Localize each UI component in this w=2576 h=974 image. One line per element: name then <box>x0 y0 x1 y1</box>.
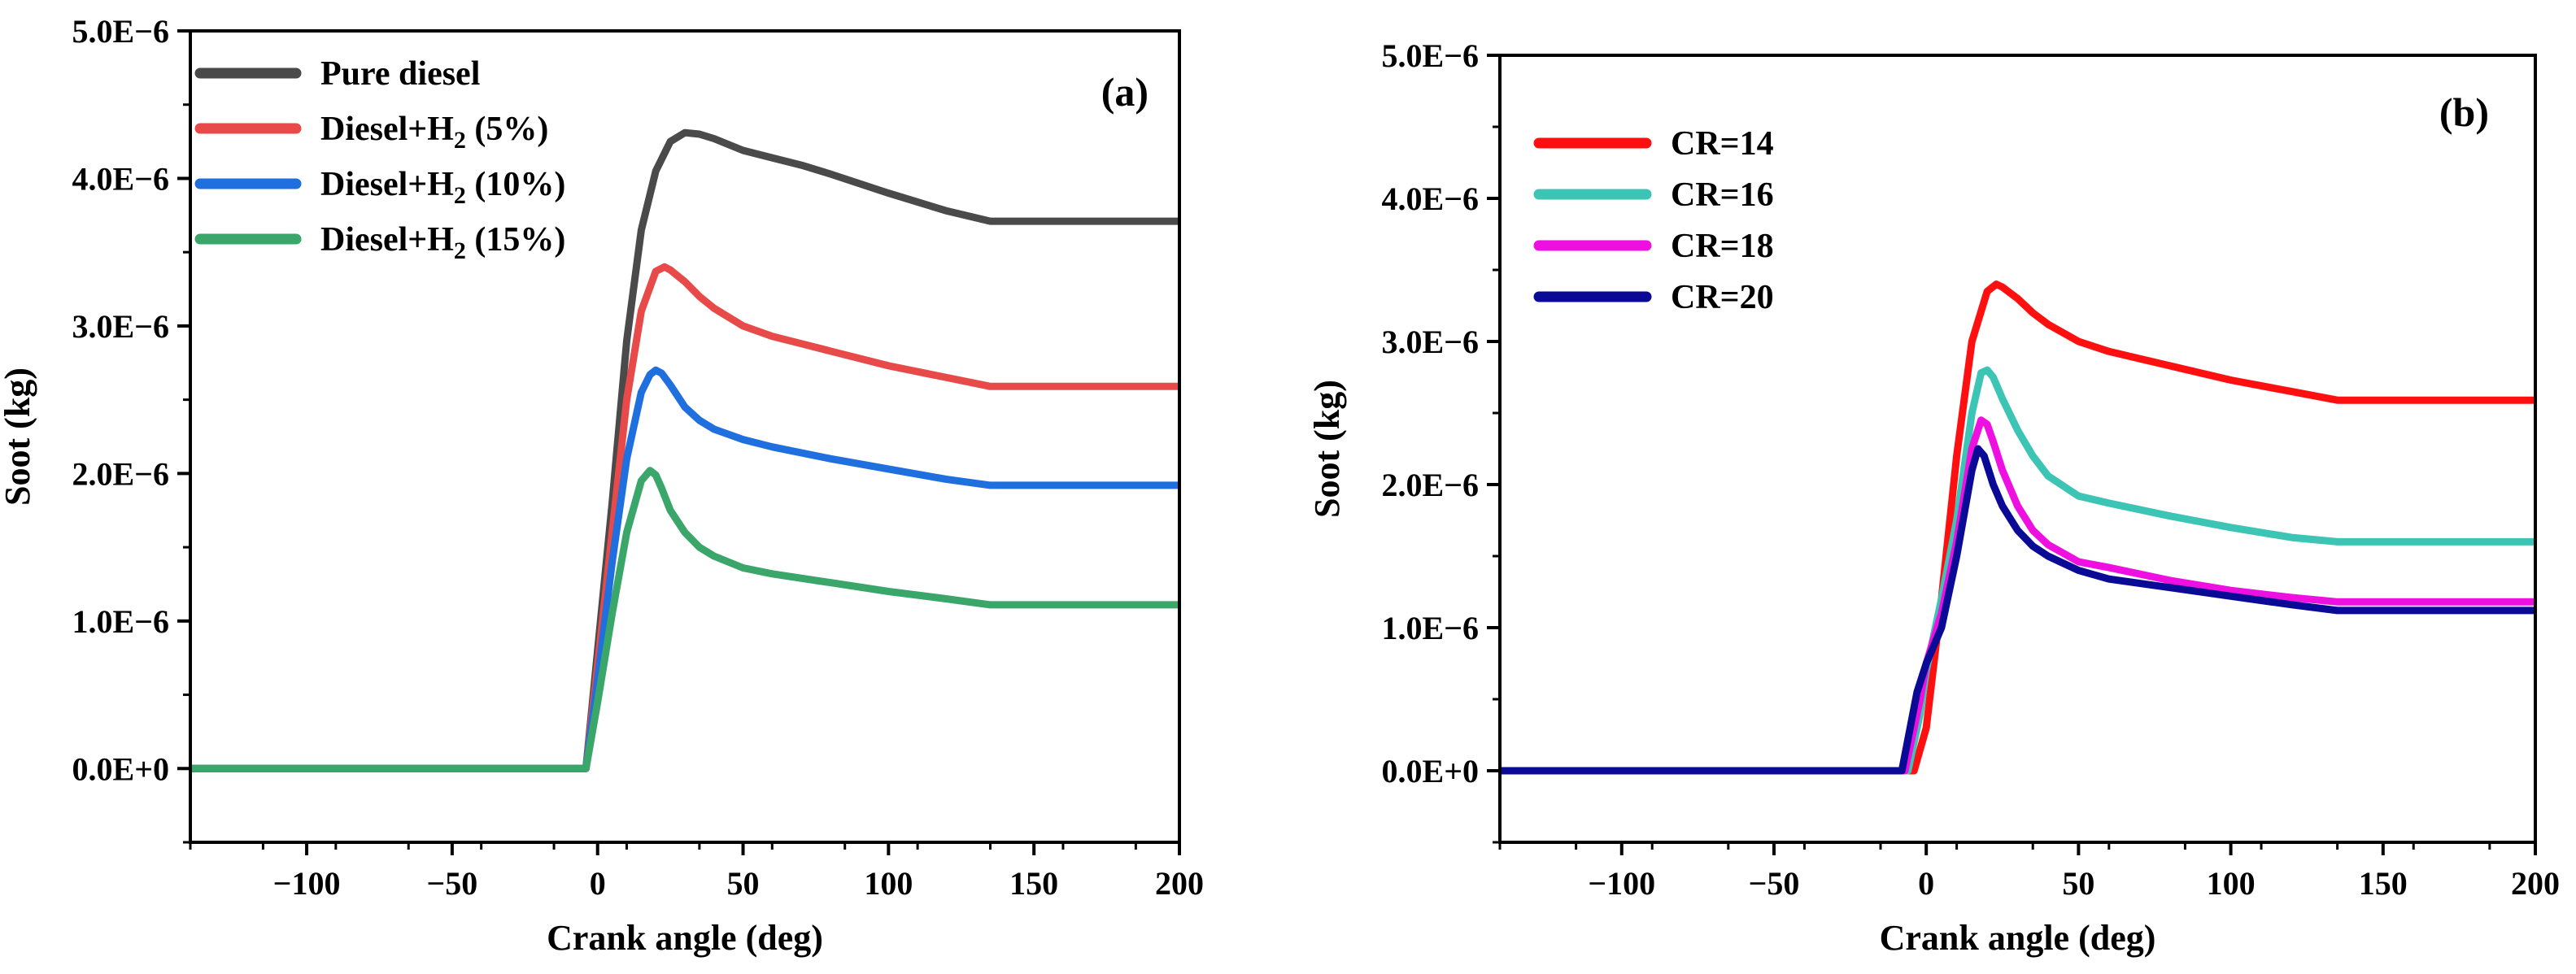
x-tick-label: −50 <box>426 865 477 902</box>
series-line-3 <box>1500 445 2535 775</box>
y-axis-title: Soot (kg) <box>0 367 37 506</box>
x-tick-label: 150 <box>2359 865 2408 902</box>
y-tick-label: 5.0E−6 <box>1382 37 1479 74</box>
legend-label: CR=18 <box>1671 228 1774 265</box>
series-line-2 <box>190 366 1179 772</box>
y-tick-label: 5.0E−6 <box>72 13 169 50</box>
series-group <box>1500 280 2535 775</box>
x-tick-label: 100 <box>864 865 913 902</box>
legend-label: Diesel+H2 (10%) <box>320 166 565 209</box>
x-tick-label: 0 <box>1918 865 1934 902</box>
x-tick-label: 0 <box>590 865 606 902</box>
y-tick-label: 4.0E−6 <box>1382 180 1479 217</box>
x-axis-title: Crank angle (deg) <box>547 918 823 958</box>
y-tick-label: 2.0E−6 <box>72 455 169 492</box>
x-tick-label: 200 <box>2511 865 2560 902</box>
y-tick-label: 3.0E−6 <box>1382 324 1479 360</box>
legend-label: Diesel+H2 (5%) <box>320 111 548 154</box>
panel-label: (b) <box>2439 89 2489 135</box>
series-group <box>190 128 1179 772</box>
y-tick-label: 4.0E−6 <box>72 160 169 197</box>
x-tick-label: 200 <box>1155 865 1204 902</box>
legend-label: CR=14 <box>1671 125 1774 163</box>
y-tick-label: 2.0E−6 <box>1382 467 1479 503</box>
x-tick-label: 150 <box>1009 865 1058 902</box>
y-axis-title: Soot (kg) <box>1307 380 1347 518</box>
legend-label: Pure diesel <box>320 55 480 93</box>
panel-a: −100 −50 0 50 100 150 200 0.0E+0 1.0E−6 2.0E−6 3.0… <box>0 13 1204 958</box>
legend-label: CR=16 <box>1671 176 1774 214</box>
legend-label: Diesel+H2 (15%) <box>320 221 565 264</box>
plot-frame <box>1498 54 2537 844</box>
panel-label: (a) <box>1101 69 1149 115</box>
legend: CR=14 CR=16 CR=18 CR=20 <box>1533 125 1774 316</box>
x-tick-label: −50 <box>1749 865 1800 902</box>
series-line-1 <box>1500 366 2535 775</box>
y-tick-label: 1.0E−6 <box>1382 610 1479 646</box>
plot-frame <box>189 29 1181 844</box>
series-line-3 <box>190 467 1179 772</box>
x-axis-title: Crank angle (deg) <box>1880 918 2156 958</box>
series-line-2 <box>1500 416 2535 775</box>
series-line-1 <box>190 263 1179 772</box>
y-tick-label: 0.0E+0 <box>1382 753 1479 789</box>
y-tick-label: 0.0E+0 <box>72 750 169 787</box>
y-tick-label: 3.0E−6 <box>72 308 169 345</box>
legend-label: CR=20 <box>1671 279 1774 316</box>
x-tick-label: −100 <box>1588 865 1655 902</box>
y-tick-label: 1.0E−6 <box>72 603 169 640</box>
legend: Pure diesel Diesel+H2 (5%) Diesel+H2 (10%)… <box>194 55 565 264</box>
panel-b: −100 −50 0 50 100 150 200 0.0E+0 1.0E−6 2.0E−6 3.0… <box>1307 37 2560 958</box>
x-tick-label: −100 <box>273 865 341 902</box>
x-tick-label: 50 <box>2062 865 2094 902</box>
x-tick-label: 50 <box>727 865 760 902</box>
x-tick-label: 100 <box>2207 865 2256 902</box>
